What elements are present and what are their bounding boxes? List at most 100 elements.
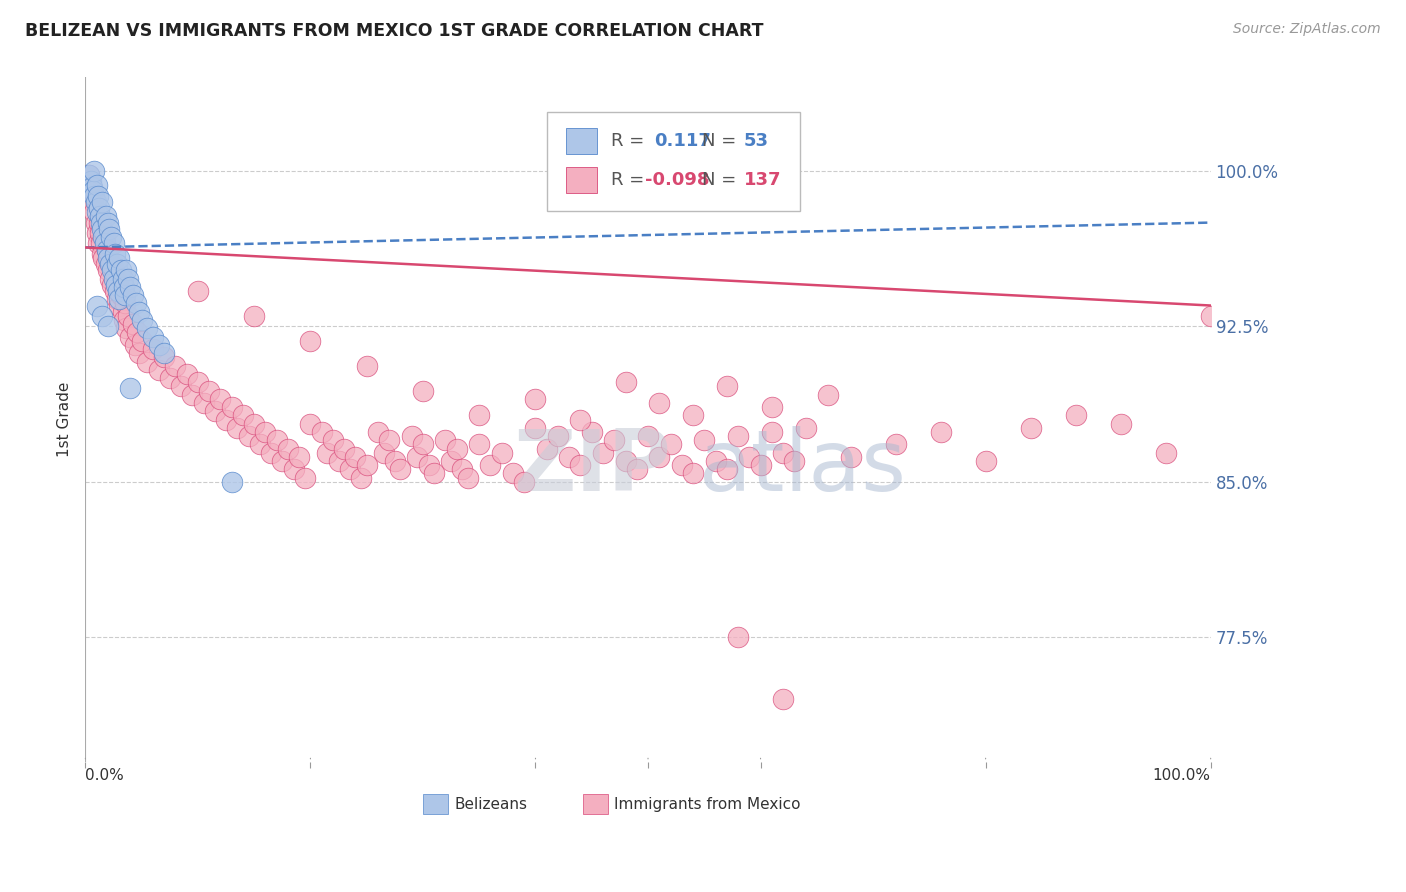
Point bbox=[761, 400, 783, 414]
Point bbox=[727, 630, 749, 644]
Point bbox=[260, 446, 283, 460]
Point bbox=[121, 288, 143, 302]
Point bbox=[93, 251, 115, 265]
Point bbox=[884, 437, 907, 451]
Point bbox=[110, 263, 132, 277]
Point bbox=[105, 257, 128, 271]
Point bbox=[204, 404, 226, 418]
Point bbox=[479, 458, 502, 472]
Point bbox=[637, 429, 659, 443]
Point bbox=[96, 243, 118, 257]
Point bbox=[249, 437, 271, 451]
Point bbox=[238, 429, 260, 443]
Point bbox=[569, 412, 592, 426]
Point bbox=[82, 194, 104, 209]
Point bbox=[148, 363, 170, 377]
Text: BELIZEAN VS IMMIGRANTS FROM MEXICO 1ST GRADE CORRELATION CHART: BELIZEAN VS IMMIGRANTS FROM MEXICO 1ST G… bbox=[25, 22, 763, 40]
Point bbox=[671, 458, 693, 472]
Point bbox=[104, 277, 127, 292]
Point bbox=[648, 450, 671, 464]
Point bbox=[86, 205, 108, 219]
Point bbox=[104, 284, 127, 298]
FancyBboxPatch shape bbox=[423, 794, 447, 814]
Point bbox=[378, 434, 401, 448]
Point bbox=[97, 263, 120, 277]
Point bbox=[704, 454, 727, 468]
Point bbox=[112, 280, 135, 294]
Point bbox=[103, 271, 125, 285]
Point bbox=[128, 346, 150, 360]
Point bbox=[232, 409, 254, 423]
Point bbox=[271, 454, 294, 468]
Text: 137: 137 bbox=[744, 171, 782, 189]
Point bbox=[91, 309, 114, 323]
Point bbox=[136, 354, 159, 368]
Point bbox=[101, 277, 124, 292]
Point bbox=[350, 470, 373, 484]
Point bbox=[98, 222, 121, 236]
Point bbox=[128, 304, 150, 318]
Text: atlas: atlas bbox=[699, 426, 907, 509]
Point bbox=[80, 174, 103, 188]
Point bbox=[423, 467, 446, 481]
Point bbox=[153, 351, 176, 365]
Point bbox=[209, 392, 232, 406]
Point bbox=[738, 450, 761, 464]
Point bbox=[524, 392, 547, 406]
Point bbox=[107, 277, 129, 292]
Point bbox=[90, 216, 112, 230]
Point bbox=[176, 367, 198, 381]
Point bbox=[418, 458, 440, 472]
Text: N =: N = bbox=[702, 171, 737, 189]
Point bbox=[117, 309, 139, 323]
Point bbox=[491, 446, 513, 460]
Point bbox=[558, 450, 581, 464]
Point bbox=[131, 334, 153, 348]
Point bbox=[328, 454, 350, 468]
Point bbox=[104, 246, 127, 260]
Text: N =: N = bbox=[702, 132, 737, 150]
Point bbox=[77, 168, 100, 182]
Point bbox=[266, 434, 288, 448]
Point bbox=[648, 396, 671, 410]
Point bbox=[446, 442, 468, 456]
Point bbox=[468, 409, 491, 423]
Point bbox=[839, 450, 862, 464]
Point bbox=[502, 467, 524, 481]
Point bbox=[536, 442, 558, 456]
Point bbox=[603, 434, 626, 448]
Point bbox=[356, 458, 378, 472]
Point bbox=[142, 342, 165, 356]
Point bbox=[457, 470, 479, 484]
Point bbox=[243, 309, 266, 323]
Point bbox=[524, 421, 547, 435]
Point bbox=[451, 462, 474, 476]
Text: ZIP: ZIP bbox=[513, 426, 671, 509]
Point bbox=[94, 210, 117, 224]
Point bbox=[727, 429, 749, 443]
Point bbox=[974, 454, 997, 468]
Point bbox=[83, 205, 105, 219]
Point bbox=[100, 230, 122, 244]
Point bbox=[682, 467, 704, 481]
Point bbox=[817, 387, 839, 401]
Point bbox=[569, 458, 592, 472]
Point bbox=[412, 437, 434, 451]
Point bbox=[221, 400, 243, 414]
Point bbox=[114, 296, 136, 310]
Point bbox=[299, 334, 322, 348]
Point bbox=[91, 194, 114, 209]
Y-axis label: 1st Grade: 1st Grade bbox=[58, 382, 72, 458]
Point bbox=[83, 188, 105, 202]
Point bbox=[170, 379, 193, 393]
Point bbox=[294, 470, 316, 484]
Point bbox=[108, 251, 131, 265]
Point bbox=[581, 425, 603, 439]
Point bbox=[749, 458, 772, 472]
Text: 100.0%: 100.0% bbox=[1153, 768, 1211, 783]
Point bbox=[682, 409, 704, 423]
Point bbox=[406, 450, 429, 464]
Point bbox=[97, 319, 120, 334]
Point bbox=[86, 299, 108, 313]
Point bbox=[127, 326, 149, 340]
